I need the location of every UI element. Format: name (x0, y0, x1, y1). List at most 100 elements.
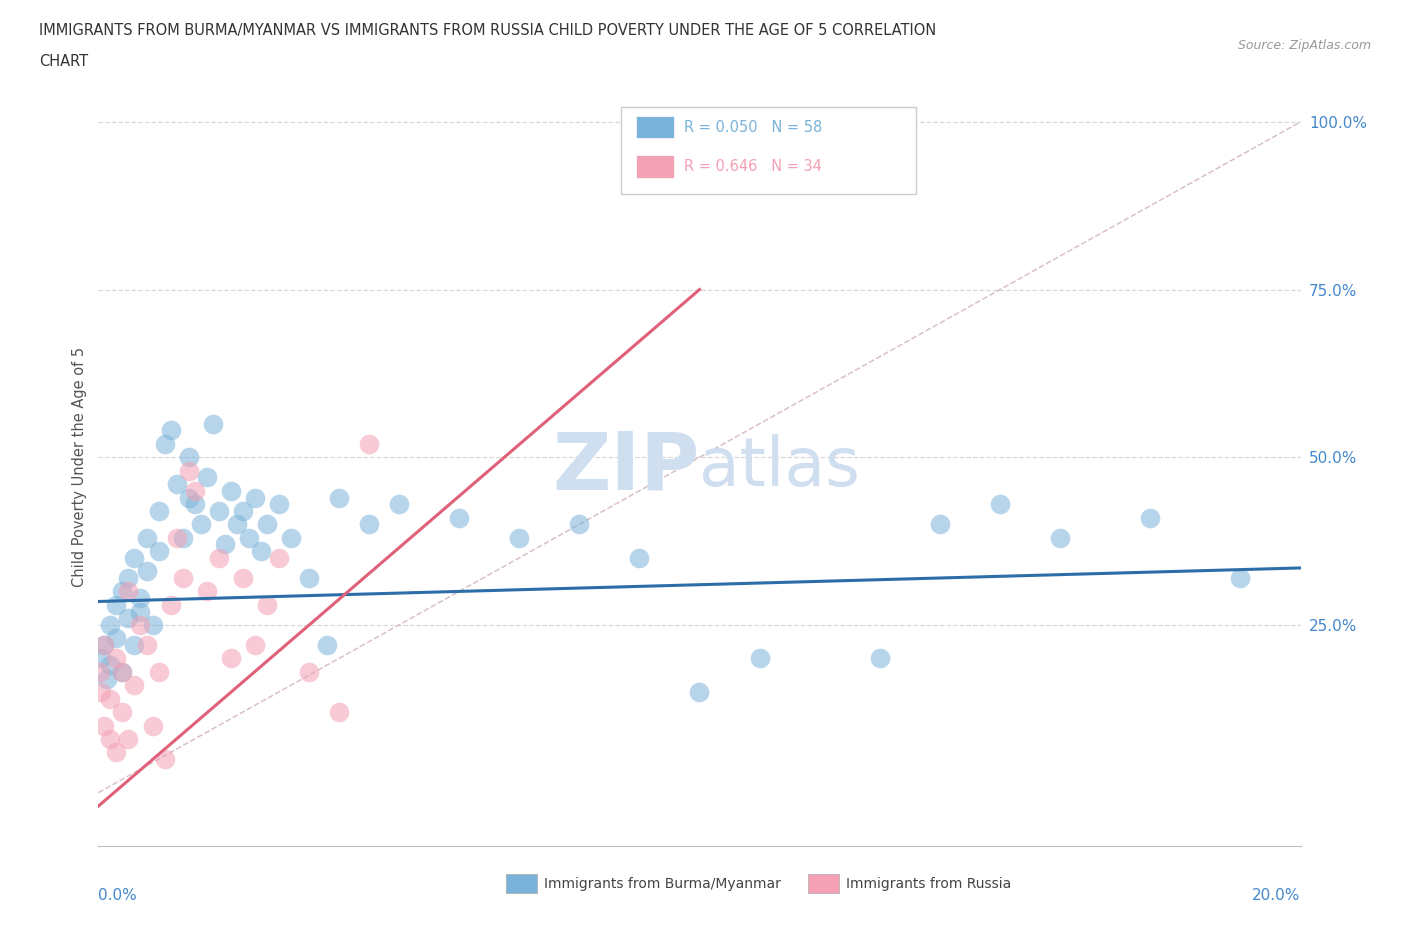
Point (111, 664, 134, 679)
Point (172, 571, 194, 586)
Point (748, 651, 770, 666)
Point (100, 691, 122, 706)
Point (267, 551, 290, 565)
Point (89, 664, 111, 679)
Point (1139, 511, 1161, 525)
Text: Source: ZipAtlas.com: Source: ZipAtlas.com (1237, 39, 1371, 52)
Point (105, 651, 128, 666)
Point (111, 584, 134, 599)
Text: CHART: CHART (39, 54, 89, 69)
Point (388, 497, 411, 512)
Point (100, 658, 122, 672)
Point (280, 530, 302, 545)
Point (111, 664, 134, 679)
Point (141, 618, 163, 632)
Text: 20.0%: 20.0% (1253, 888, 1301, 903)
Point (117, 584, 139, 599)
FancyBboxPatch shape (621, 107, 915, 194)
Point (249, 544, 271, 559)
Point (1229, 571, 1251, 586)
Point (93, 638, 115, 653)
Point (201, 417, 224, 432)
Point (208, 551, 231, 565)
Point (929, 517, 952, 532)
Point (148, 544, 170, 559)
Point (111, 705, 134, 720)
Point (159, 423, 181, 438)
Point (267, 497, 290, 512)
Point (159, 597, 181, 612)
Bar (636, 115, 675, 139)
Point (214, 537, 236, 551)
Text: R = 0.050   N = 58: R = 0.050 N = 58 (683, 120, 823, 135)
Point (869, 651, 891, 666)
Point (315, 638, 337, 653)
Point (568, 517, 591, 532)
Point (93, 718, 115, 733)
Point (135, 564, 157, 578)
Point (256, 517, 278, 532)
Point (232, 571, 254, 586)
Point (124, 551, 146, 565)
Point (195, 470, 218, 485)
Point (117, 571, 139, 586)
Point (135, 530, 157, 545)
Point (1049, 530, 1071, 545)
Point (96, 671, 118, 686)
Point (105, 597, 128, 612)
Text: ZIP: ZIP (553, 429, 699, 506)
Point (177, 463, 200, 478)
Text: R = 0.646   N = 34: R = 0.646 N = 34 (683, 159, 821, 174)
Point (357, 517, 380, 532)
Point (243, 490, 266, 505)
Point (177, 490, 200, 505)
Point (688, 162, 710, 177)
Point (166, 530, 188, 545)
Point (129, 604, 152, 619)
Point (219, 484, 242, 498)
Point (93, 638, 115, 653)
Text: Immigrants from Burma/Myanmar: Immigrants from Burma/Myanmar (544, 876, 780, 891)
Point (117, 611, 139, 626)
Point (232, 503, 254, 518)
Point (166, 477, 188, 492)
Point (100, 732, 122, 747)
Point (117, 732, 139, 747)
Point (238, 530, 260, 545)
Point (195, 584, 218, 599)
Point (447, 511, 470, 525)
Point (153, 436, 176, 451)
Point (298, 664, 321, 679)
Point (105, 745, 128, 760)
Point (177, 450, 200, 465)
Point (135, 638, 157, 653)
Point (148, 503, 170, 518)
Text: Immigrants from Russia: Immigrants from Russia (846, 876, 1012, 891)
Point (153, 751, 176, 766)
Point (688, 684, 710, 699)
Point (129, 591, 152, 605)
Point (225, 517, 247, 532)
Bar (636, 155, 675, 178)
Y-axis label: Child Poverty Under the Age of 5: Child Poverty Under the Age of 5 (72, 347, 87, 588)
Point (90, 651, 112, 666)
Point (141, 718, 163, 733)
Point (328, 705, 350, 720)
Point (105, 631, 128, 645)
Text: atlas: atlas (699, 434, 860, 500)
Point (219, 651, 242, 666)
Point (90, 684, 112, 699)
Point (988, 497, 1011, 512)
Point (508, 530, 530, 545)
Point (124, 638, 146, 653)
Point (148, 664, 170, 679)
Point (628, 551, 651, 565)
Point (129, 618, 152, 632)
Point (328, 490, 350, 505)
Text: 0.0%: 0.0% (98, 888, 138, 903)
Point (183, 497, 205, 512)
Point (124, 678, 146, 693)
Point (243, 638, 266, 653)
Point (100, 618, 122, 632)
Text: IMMIGRANTS FROM BURMA/MYANMAR VS IMMIGRANTS FROM RUSSIA CHILD POVERTY UNDER THE : IMMIGRANTS FROM BURMA/MYANMAR VS IMMIGRA… (39, 23, 936, 38)
